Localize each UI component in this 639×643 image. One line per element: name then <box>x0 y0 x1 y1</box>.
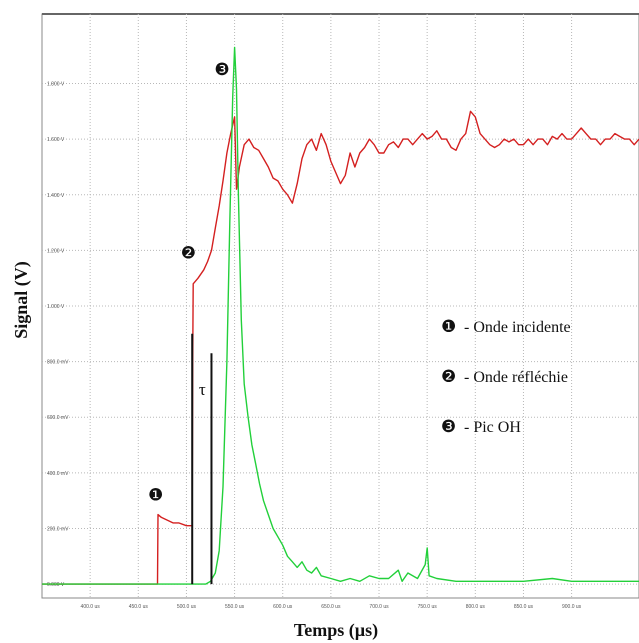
tick-labels: 400.0 us 450.0 us 500.0 us 550.0 us 600.0 us… <box>47 82 582 610</box>
x-tick-label: 400.0 us <box>81 604 101 610</box>
x-tick-label: 800.0 us <box>466 604 486 610</box>
x-tick-label: 600.0 us <box>273 604 293 610</box>
y-axis-label: Signal (V) <box>11 261 32 339</box>
x-axis-label: Temps (µs) <box>294 620 378 641</box>
peak-marker: ❸ <box>214 60 229 80</box>
tau-annotation: τ <box>191 333 213 585</box>
legend-label: - Pic OH <box>464 419 521 436</box>
y-tick-label: 1.600 V <box>47 137 65 143</box>
grid <box>41 13 639 599</box>
peak-marker: ❷ <box>181 244 196 264</box>
legend: ❶ - Onde incidente ❷ - Onde réfléchie ❸ - Pic… <box>441 317 571 437</box>
y-tick-label: 1.800 V <box>47 82 65 88</box>
y-tick-label: 800.0 mV <box>47 360 69 366</box>
y-tick-label: 1.400 V <box>47 193 65 199</box>
x-tick-label: 700.0 us <box>369 604 389 610</box>
y-tick-label: 600.0 mV <box>47 415 69 421</box>
x-tick-label: 650.0 us <box>321 604 341 610</box>
x-tick-label: 550.0 us <box>225 604 245 610</box>
series-lines <box>42 46 639 585</box>
y-tick-label: 0.000 V <box>47 582 65 588</box>
y-tick-label: 200.0 mV <box>47 526 69 532</box>
legend-symbol: ❶ <box>441 317 456 337</box>
y-tick-label: 1.200 V <box>47 248 65 254</box>
legend-symbol: ❷ <box>441 367 456 387</box>
y-tick-label: 1.000 V <box>47 304 65 310</box>
legend-label: - Onde incidente <box>464 319 571 336</box>
x-tick-label: 500.0 us <box>177 604 197 610</box>
tau-label: τ <box>199 380 206 399</box>
series-line-2 <box>42 46 639 585</box>
x-tick-label: 900.0 us <box>562 604 582 610</box>
x-tick-label: 850.0 us <box>514 604 534 610</box>
legend-label: - Onde réfléchie <box>464 369 568 386</box>
series-line-1 <box>42 110 639 585</box>
x-tick-label: 450.0 us <box>129 604 149 610</box>
x-tick-label: 750.0 us <box>418 604 438 610</box>
y-tick-label: 400.0 mV <box>47 471 69 477</box>
legend-symbol: ❸ <box>441 417 456 437</box>
peak-marker: ❶ <box>148 486 163 506</box>
peak-markers: ❶ ❷ ❸ <box>148 60 230 505</box>
